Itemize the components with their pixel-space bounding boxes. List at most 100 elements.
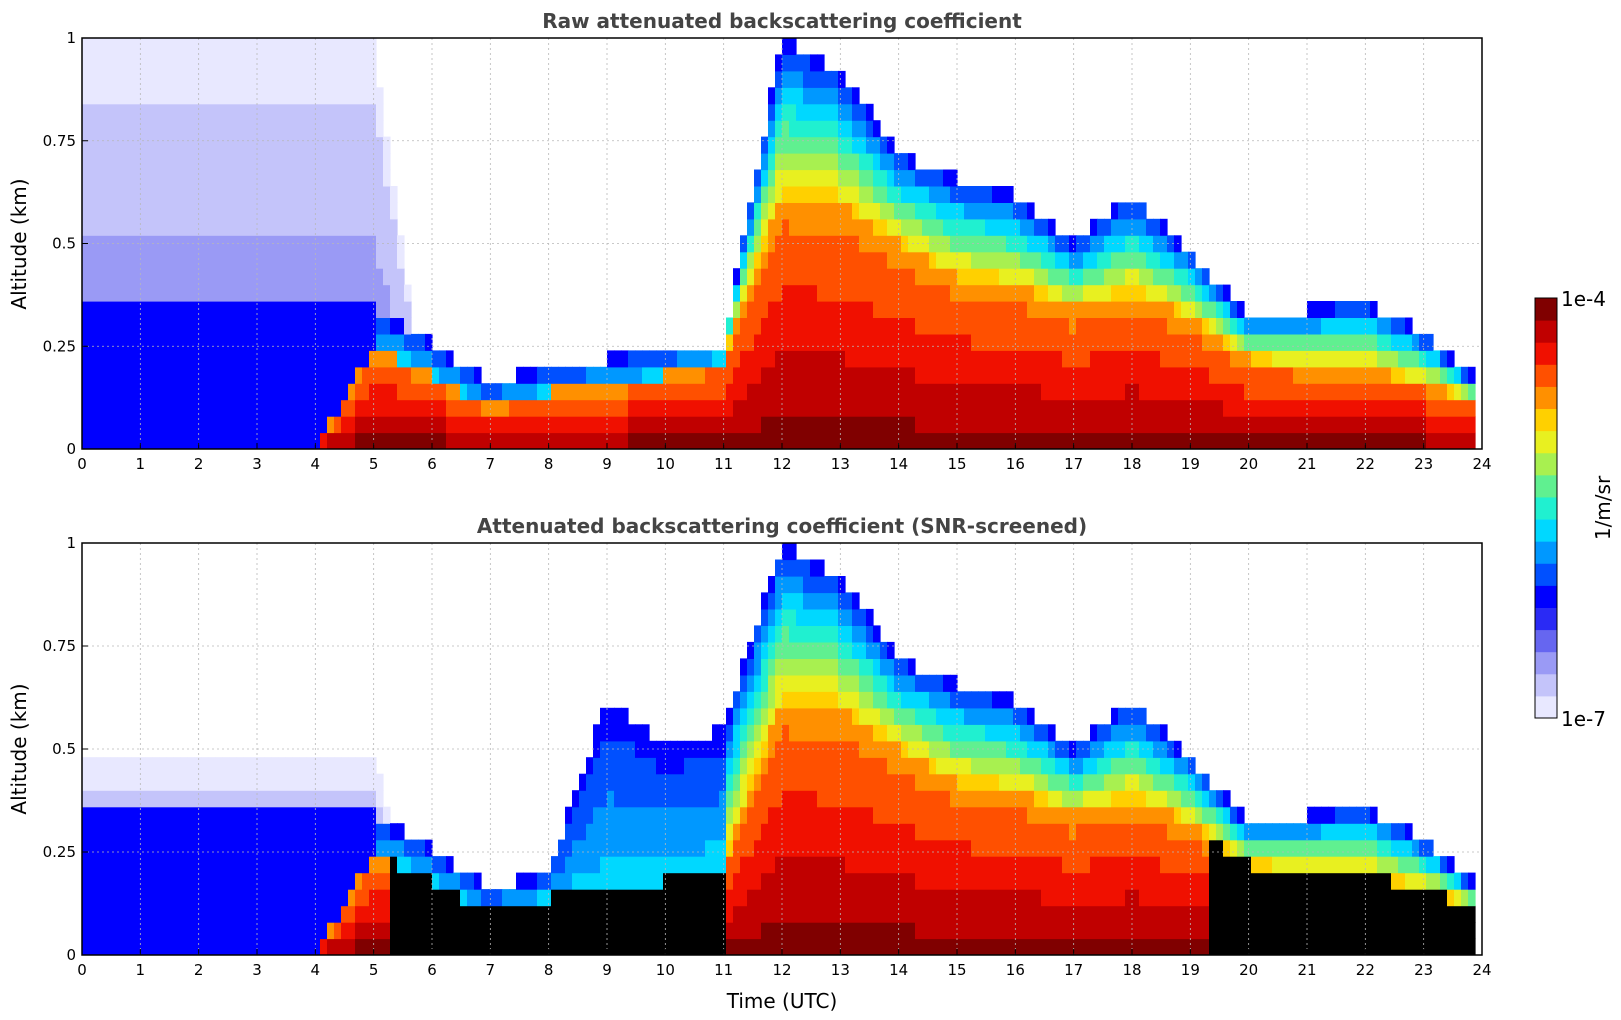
heatmap-cell — [215, 70, 223, 88]
heatmap-cell — [271, 416, 279, 434]
heatmap-cell — [1181, 350, 1189, 368]
heatmap-cell — [369, 103, 377, 121]
heatmap-cell — [369, 823, 377, 841]
heatmap-cell — [180, 103, 188, 121]
heatmap-cell — [1272, 432, 1280, 449]
heatmap-cell — [670, 366, 678, 384]
heatmap-cell — [782, 707, 790, 725]
heatmap-cell — [299, 301, 307, 318]
heatmap-cell — [138, 790, 146, 808]
heatmap-cell — [194, 202, 202, 220]
heatmap-cell — [852, 757, 860, 775]
heatmap-cell — [432, 922, 440, 940]
heatmap-cell — [908, 938, 916, 955]
heatmap-cell — [740, 658, 748, 676]
heatmap-cell — [1405, 432, 1413, 449]
heatmap-cell — [348, 399, 356, 417]
heatmap-cell — [985, 724, 993, 742]
heatmap-cell — [110, 38, 118, 55]
heatmap-cell — [1041, 301, 1049, 318]
heatmap-cell — [173, 350, 181, 368]
heatmap-cell — [1447, 416, 1455, 434]
heatmap-cell — [733, 839, 741, 857]
heatmap-cell — [334, 416, 342, 434]
heatmap-cell — [362, 169, 370, 187]
heatmap-cell — [1286, 366, 1294, 384]
heatmap-cell — [579, 432, 587, 449]
heatmap-cell — [1160, 284, 1168, 302]
heatmap-cell — [1244, 416, 1252, 434]
heatmap-cell — [824, 806, 832, 824]
heatmap-cell — [502, 938, 510, 955]
heatmap-cell — [327, 790, 335, 808]
heatmap-cell — [887, 251, 895, 269]
heatmap-cell — [649, 432, 657, 449]
heatmap-cell — [663, 416, 671, 434]
heatmap-cell — [670, 889, 678, 907]
heatmap-cell — [691, 757, 699, 775]
heatmap-cell — [1069, 284, 1077, 302]
heatmap-cell — [145, 87, 153, 105]
heatmap-cell — [257, 399, 265, 417]
heatmap-cell — [502, 432, 510, 449]
heatmap-cell — [880, 707, 888, 725]
heatmap-cell — [187, 218, 195, 236]
panel-raw: Raw attenuated backscattering coefficien… — [7, 9, 1492, 473]
heatmap-cell — [1111, 251, 1119, 269]
heatmap-cell — [243, 251, 251, 269]
heatmap-cell — [376, 136, 384, 154]
heatmap-cell — [1104, 757, 1112, 775]
heatmap-cell — [1069, 757, 1077, 775]
heatmap-cell — [1118, 218, 1126, 236]
heatmap-cell — [747, 757, 755, 775]
heatmap-cell — [796, 136, 804, 154]
heatmap-cell — [215, 120, 223, 138]
heatmap-cell — [390, 399, 398, 417]
heatmap-cell — [642, 938, 650, 955]
heatmap-cell — [131, 186, 139, 203]
heatmap-cell — [383, 823, 391, 841]
heatmap-cell — [1433, 399, 1441, 417]
heatmap-cell — [1125, 757, 1133, 775]
heatmap-cell — [579, 872, 587, 890]
heatmap-cell — [649, 856, 657, 874]
heatmap-cell — [796, 576, 804, 594]
heatmap-cell — [635, 366, 643, 384]
heatmap-cell — [117, 399, 125, 417]
heatmap-cell — [978, 186, 986, 203]
heatmap-cell — [194, 383, 202, 401]
heatmap-cell — [810, 938, 818, 955]
heatmap-cell — [1125, 350, 1133, 368]
heatmap-cell — [1034, 856, 1042, 874]
heatmap-cell — [131, 773, 139, 791]
heatmap-cell — [166, 235, 174, 253]
heatmap-cell — [1139, 218, 1147, 236]
heatmap-cell — [187, 823, 195, 841]
heatmap-cell — [838, 608, 846, 626]
heatmap-cell — [376, 301, 384, 318]
heatmap-cell — [1041, 724, 1049, 742]
heatmap-cell — [796, 399, 804, 417]
heatmap-cell — [824, 87, 832, 105]
heatmap-cell — [691, 416, 699, 434]
heatmap-cell — [96, 54, 104, 72]
heatmap-cell — [537, 432, 545, 449]
heatmap-cell — [173, 103, 181, 121]
heatmap-cell — [271, 757, 279, 775]
heatmap-cell — [852, 202, 860, 220]
heatmap-cell — [1034, 251, 1042, 269]
heatmap-cell — [390, 922, 398, 940]
heatmap-cell — [950, 922, 958, 940]
heatmap-cell — [110, 54, 118, 72]
heatmap-cell — [761, 251, 769, 269]
heatmap-cell — [782, 740, 790, 758]
heatmap-cell — [1048, 922, 1056, 940]
heatmap-cell — [1006, 724, 1014, 742]
heatmap-cell — [187, 366, 195, 384]
heatmap-cell — [229, 136, 237, 154]
heatmap-cell — [1083, 235, 1091, 253]
heatmap-cell — [145, 169, 153, 187]
heatmap-cell — [614, 416, 622, 434]
heatmap-cell — [1293, 383, 1301, 401]
heatmap-cell — [978, 432, 986, 449]
